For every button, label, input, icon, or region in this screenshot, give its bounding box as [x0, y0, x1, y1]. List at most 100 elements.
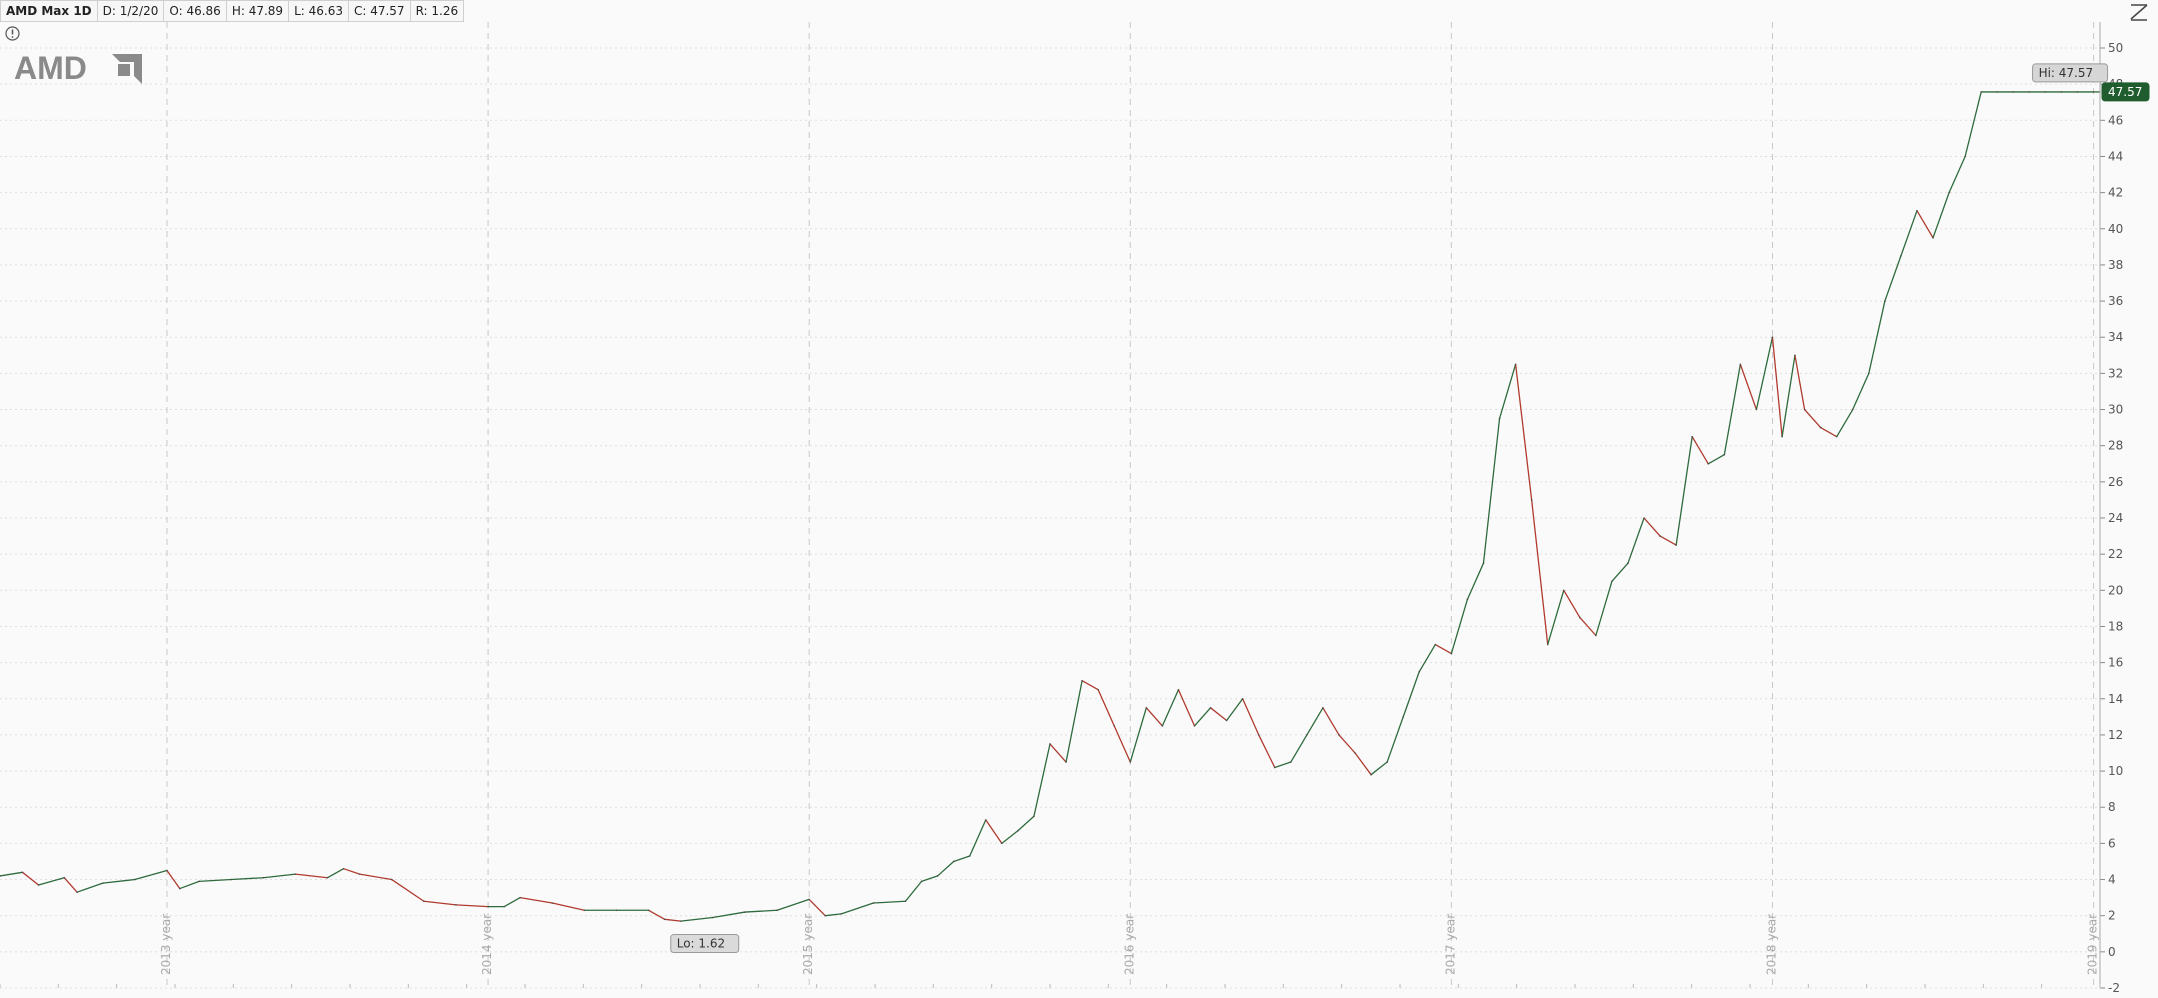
price-point: [1530, 499, 1533, 501]
price-point: [1273, 766, 1276, 769]
price-point: [1980, 91, 1982, 93]
price-segment: [1290, 734, 1308, 763]
price-segment: [1177, 689, 1196, 727]
price-segment: [0, 871, 23, 877]
y-tick-label: 8: [2108, 800, 2116, 814]
price-point: [1177, 688, 1180, 691]
price-segment: [1820, 427, 1838, 438]
grid: [0, 47, 2100, 989]
price-segment: [648, 909, 665, 920]
price-point: [519, 896, 521, 899]
price-point: [2060, 91, 2063, 93]
price-point: [2028, 91, 2031, 93]
price-segment: [391, 878, 425, 902]
price-point: [679, 920, 682, 922]
price-segment: [1097, 689, 1115, 727]
y-tick-label: 44: [2108, 149, 2123, 163]
price-point: [1948, 191, 1950, 194]
amd-logo: AMD: [14, 50, 144, 88]
price-segment: [937, 860, 955, 877]
price-segment: [423, 900, 457, 906]
price-point: [1514, 363, 1517, 366]
symbol-label[interactable]: AMD Max 1D: [0, 0, 98, 22]
price-point: [952, 860, 955, 863]
price-point: [1739, 363, 1742, 366]
price-point: [1675, 544, 1677, 546]
price-point: [1611, 580, 1613, 583]
y-tick-label: 38: [2108, 258, 2123, 272]
y-tick-label: -2: [2108, 981, 2120, 995]
x-tick-label: 2017 year: [1443, 914, 1457, 975]
price-point: [776, 909, 778, 912]
price-point: [1996, 91, 1999, 93]
price-segment: [1547, 590, 1565, 645]
annotation-text: Hi: 47.57: [2039, 66, 2094, 80]
annotation-box: [670, 934, 740, 954]
low-value: L: 46.63: [289, 0, 349, 22]
price-point: [1781, 435, 1783, 438]
annotations: Hi: 47.57 Lo: 1.62 47.57: [670, 63, 2150, 954]
open-value: O: 46.86: [164, 0, 227, 22]
price-point: [1290, 761, 1292, 763]
price-segment: [359, 873, 392, 881]
price-point: [1370, 773, 1372, 776]
price-segment: [1498, 364, 1517, 419]
price-segment: [520, 896, 553, 904]
price-point: [1498, 417, 1501, 420]
price-point: [712, 916, 714, 919]
info-circle-icon[interactable]: [5, 26, 20, 41]
close-value: C: 47.57: [348, 0, 411, 22]
y-tick-label: 0: [2108, 945, 2116, 959]
price-segment: [985, 819, 1003, 844]
y-tick-label: 14: [2108, 692, 2123, 706]
price-segment: [680, 916, 713, 922]
price-point: [390, 878, 393, 881]
price-point: [1803, 408, 1806, 411]
price-point: [1466, 598, 1469, 601]
price-point: [824, 914, 827, 917]
price-segment: [63, 877, 78, 893]
price-segment: [1723, 364, 1742, 455]
annotation-text: Lo: 1.62: [677, 937, 725, 951]
y-tick-label: 40: [2108, 222, 2123, 236]
price-point: [583, 909, 586, 912]
price-point: [1049, 743, 1051, 745]
date-value: D: 1/2/20: [97, 0, 165, 22]
x-tick-label: 2019 year: [2086, 914, 2100, 975]
price-segment: [953, 855, 970, 863]
price-segment: [166, 870, 181, 889]
price-segment: [1386, 716, 1404, 763]
price-point: [1916, 209, 1918, 212]
price-segment: [1226, 698, 1244, 721]
price-point: [76, 891, 78, 893]
price-segment: [231, 877, 264, 881]
low-label: Lo: 1.62: [670, 934, 740, 954]
price-segment: [199, 878, 232, 882]
price-point: [968, 855, 971, 857]
price-point: [1257, 734, 1260, 736]
price-segment: [102, 878, 135, 884]
price-segment: [1627, 517, 1645, 564]
price-segment: [134, 869, 168, 881]
price-segment: [873, 900, 906, 904]
price-segment: [1868, 300, 1886, 374]
price-segment: [1948, 156, 1966, 193]
chart-style-icon[interactable]: [2128, 2, 2150, 22]
price-point: [455, 904, 457, 906]
price-point: [326, 876, 329, 879]
price-point: [1964, 155, 1966, 158]
y-tick-label: 32: [2108, 366, 2123, 380]
price-segment: [22, 871, 39, 886]
price-segment: [921, 875, 938, 882]
y-tick-label: 42: [2108, 186, 2123, 200]
price-segment: [1210, 707, 1228, 721]
annotation-box: [2032, 63, 2109, 83]
y-tick-label: 24: [2108, 511, 2123, 525]
price-point: [262, 876, 265, 879]
price-point: [63, 876, 66, 879]
logo-text: AMD: [14, 52, 87, 84]
price-point: [503, 905, 505, 908]
y-tick-label: 20: [2108, 583, 2123, 597]
price-segment: [1611, 562, 1629, 582]
